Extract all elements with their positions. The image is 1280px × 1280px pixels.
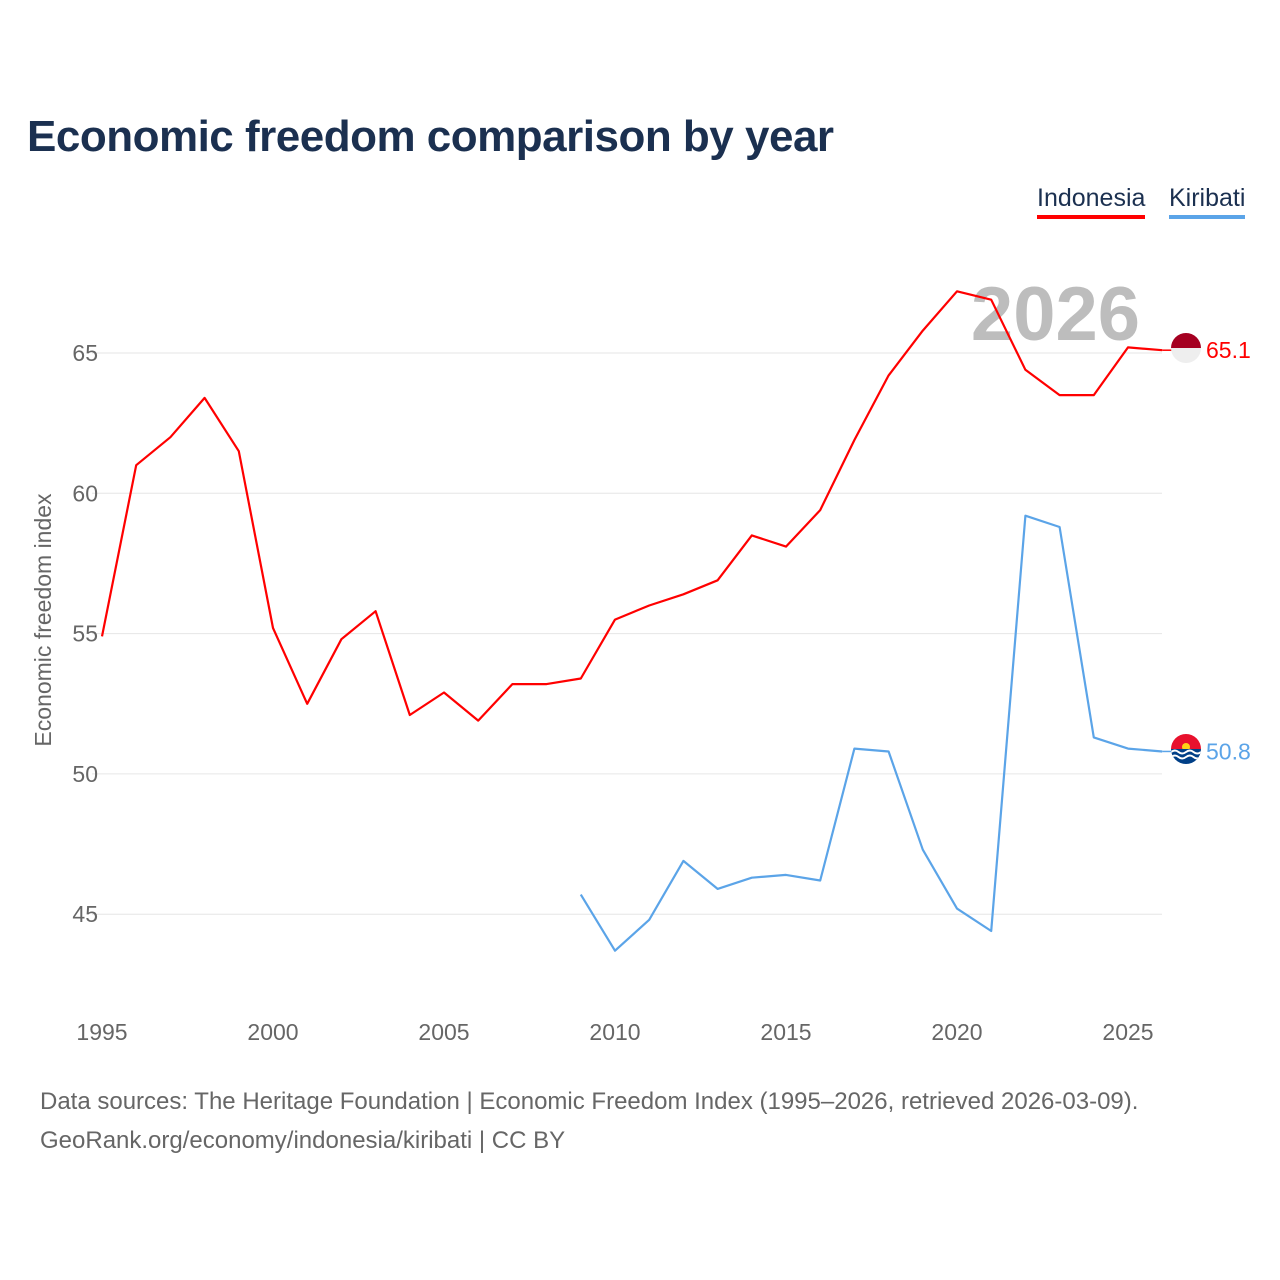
watermark-year: 2026: [971, 272, 1140, 357]
end-value-label: 65.1: [1206, 337, 1251, 363]
x-tick-label: 2000: [247, 1019, 298, 1045]
y-tick-label: 55: [72, 621, 98, 647]
kiribati-flag-icon: [1171, 734, 1201, 764]
indonesia-flag-icon: [1171, 333, 1201, 363]
x-tick-label: 2005: [418, 1019, 469, 1045]
chart-title: Economic freedom comparison by year: [27, 112, 834, 161]
y-tick-label: 65: [72, 340, 98, 366]
series-line-kiribati: [579, 514, 1163, 952]
source-line-2[interactable]: GeoRank.org/economy/indonesia/kiribati |…: [40, 1127, 566, 1154]
x-tick-label: 1995: [76, 1019, 127, 1045]
x-tick-label: 2020: [931, 1019, 982, 1045]
series-line-indonesia: [100, 290, 1163, 722]
y-tick-label: 50: [72, 761, 98, 787]
legend-kiribati[interactable]: Kiribati: [1169, 184, 1246, 219]
y-axis-label: Economic freedom index: [30, 493, 56, 747]
x-tick-label: 2010: [589, 1019, 640, 1045]
source-line-1: Data sources: The Heritage Foundation | …: [40, 1088, 1139, 1115]
x-tick-label: 2015: [760, 1019, 811, 1045]
y-tick-label: 45: [72, 901, 98, 927]
legend-indonesia[interactable]: Indonesia: [1037, 184, 1146, 219]
x-tick-label: 2025: [1102, 1019, 1153, 1045]
y-tick-label: 60: [72, 480, 98, 506]
end-value-label: 50.8: [1206, 738, 1251, 764]
